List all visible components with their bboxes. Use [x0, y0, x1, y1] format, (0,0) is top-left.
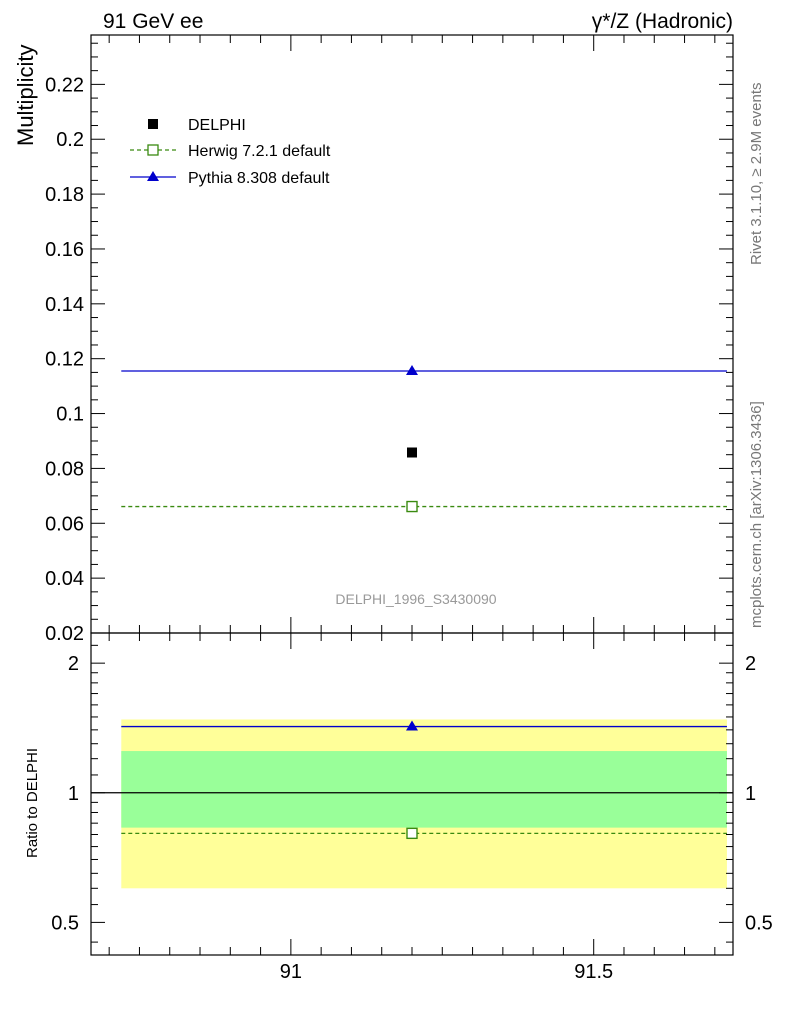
pythia-ratio-marker: [406, 720, 418, 731]
ratio-y-tick-label-right: 0.5: [745, 912, 773, 934]
main-x-ticks: [108, 35, 716, 633]
ratio-series: [91, 720, 733, 840]
ratio-y-tick-label: 1: [68, 783, 79, 805]
uncertainty-band-inner: [121, 751, 727, 828]
ratio-bands: [121, 719, 727, 889]
ratio-y-axis-label: Ratio to DELPHI: [24, 748, 41, 858]
main-y-ticks: 0.02 0.04 0.06 0.08 0.1 0.12 0.14 0.16 0.18 0.2 0.…: [45, 42, 733, 645]
delphi-marker: [407, 447, 417, 458]
left-title: 91 GeV ee: [103, 10, 203, 33]
main-y-tick-label: 0.16: [45, 239, 84, 261]
main-series: [121, 365, 727, 513]
legend-label-pythia: Pythia 8.308 default: [188, 170, 330, 187]
legend-label-herwig: Herwig 7.2.1 default: [188, 143, 331, 160]
main-panel: 0.02 0.04 0.06 0.08 0.1 0.12 0.14 0.16 0.18 0.2 0.…: [13, 34, 734, 645]
side-label-bottom: mcplots.cern.ch [arXiv:1306.3436]: [748, 401, 765, 628]
ratio-y-tick-label-right: 1: [745, 783, 756, 805]
main-y-tick-label: 0.08: [45, 458, 84, 480]
main-y-tick-label: 0.2: [56, 129, 84, 151]
ratio-x-tick-label: 91.5: [574, 961, 613, 983]
herwig-marker: [406, 500, 418, 513]
analysis-id: DELPHI_1996_S3430090: [335, 591, 496, 607]
legend-marker-herwig: [147, 144, 159, 156]
legend-marker-pythia: [147, 171, 159, 181]
legend-marker-delphi: [148, 119, 158, 129]
ratio-y-ticks: 0.5 0.5 1 1 2 2: [51, 644, 773, 943]
main-y-tick-label: 0.14: [45, 294, 84, 316]
right-title: γ*/Z (Hadronic): [592, 10, 733, 33]
main-y-axis-label: Multiplicity: [13, 45, 38, 146]
main-y-tick-label: 0.12: [45, 349, 84, 371]
main-y-tick-label: 0.22: [45, 74, 84, 96]
ratio-y-tick-label-right: 2: [745, 653, 756, 675]
main-y-tick-label: 0.02: [45, 623, 84, 645]
side-label-top: Rivet 3.1.10, ≥ 2.9M events: [748, 83, 765, 266]
legend-label-delphi: DELPHI: [188, 117, 246, 134]
ratio-panel: 0.5 0.5 1 1 2 2 91 91.5 Ratio to DELPHI: [24, 632, 773, 983]
main-y-tick-label: 0.1: [56, 404, 84, 426]
main-y-tick-label: 0.06: [45, 513, 84, 535]
ratio-y-tick-label: 0.5: [51, 912, 79, 934]
pythia-marker: [406, 365, 418, 376]
main-y-tick-label: 0.04: [45, 568, 84, 590]
ratio-x-ticks: 91 91.5: [108, 633, 716, 983]
ratio-x-tick-label: 91: [280, 961, 302, 983]
ratio-y-tick-label: 2: [68, 653, 79, 675]
legend: DELPHI Herwig 7.2.1 default Pythia 8.308…: [130, 117, 331, 187]
main-y-tick-label: 0.18: [45, 184, 84, 206]
herwig-ratio-marker: [406, 827, 418, 840]
